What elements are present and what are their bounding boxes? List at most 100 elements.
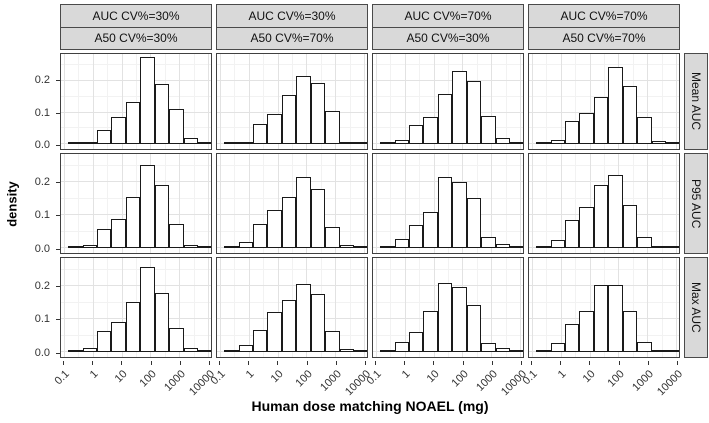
corner-spacer — [684, 4, 708, 50]
gridline-major-v — [121, 258, 123, 357]
histogram-panel — [372, 53, 524, 150]
histogram-bar — [82, 244, 98, 249]
histogram-bar — [409, 224, 424, 249]
gridline-minor-v — [193, 54, 195, 149]
histogram-bar — [267, 312, 282, 353]
gridline-minor-v — [349, 54, 351, 149]
gridline-minor-v — [349, 154, 351, 253]
gridline-major-h — [529, 79, 679, 81]
gridline-major-v — [63, 258, 65, 357]
histogram-bar — [97, 130, 112, 145]
histogram-bar — [423, 117, 438, 145]
strip-a50-cv: A50 CV%=70% — [528, 26, 680, 50]
y-tick-label: 0.1 — [34, 209, 50, 222]
gridline-major-h — [61, 285, 211, 287]
histogram-bar — [68, 350, 83, 353]
histogram-bar — [97, 228, 112, 249]
histogram-bar — [169, 328, 184, 353]
gridline-minor-v — [505, 154, 507, 253]
x-tick-label-text: 1000 — [630, 368, 657, 394]
x-tick-mark — [179, 361, 181, 365]
y-tick-label: 0.1 — [34, 313, 50, 326]
histogram-bar — [409, 331, 424, 353]
histogram-bar — [183, 348, 199, 353]
facet-column-header-2: AUC CV%=30% A50 CV%=70% — [216, 4, 368, 50]
gridline-minor-v — [661, 54, 663, 149]
histogram-bar — [510, 142, 523, 145]
x-tick-mark — [209, 361, 211, 365]
gridline-major-v — [179, 54, 181, 149]
histogram-bar — [608, 66, 623, 145]
histogram-bar — [125, 196, 141, 249]
gridline-minor-v — [546, 154, 548, 253]
gridline-minor-v — [575, 258, 577, 357]
gridline-major-v — [531, 258, 533, 357]
histogram-bar — [423, 311, 438, 353]
gridline-major-v — [647, 154, 649, 253]
gridline-major-v — [375, 154, 377, 253]
y-tick-mark — [56, 112, 60, 114]
x-tick-label-text: 1 — [243, 368, 257, 381]
histogram-bar — [238, 344, 254, 353]
histogram-bar — [437, 177, 453, 249]
histogram-bar — [281, 196, 297, 249]
x-tick-mark — [560, 361, 562, 365]
histogram-bar — [354, 142, 367, 145]
y-tick-mark — [56, 319, 60, 321]
strip-auc-cv: AUC CV%=30% — [60, 4, 212, 28]
histogram-bar — [510, 246, 523, 249]
histogram-bar — [354, 350, 367, 353]
gridline-major-v — [92, 154, 94, 253]
histogram-bar — [380, 350, 395, 353]
gridline-major-v — [364, 154, 366, 253]
histogram-bar — [536, 350, 551, 353]
facet-row-header-p95-auc: P95 AUC — [684, 153, 708, 254]
histogram-bar — [183, 244, 199, 249]
strip-a50-cv: A50 CV%=70% — [216, 26, 368, 50]
histogram-bar — [666, 350, 679, 353]
gridline-major-v — [560, 154, 562, 253]
x-tick-label-text: 1 — [555, 368, 569, 381]
gridline-major-v — [589, 258, 591, 357]
x-tick-label-text: 10 — [580, 368, 598, 386]
strip-auc-cv: AUC CV%=70% — [372, 4, 524, 28]
gridline-major-v — [248, 54, 250, 149]
gridline-major-v — [92, 258, 94, 357]
gridline-minor-v — [390, 258, 392, 357]
strip-a50-cv: A50 CV%=30% — [60, 26, 212, 50]
histogram-bar — [198, 246, 211, 249]
x-tick-mark — [365, 361, 367, 365]
histogram-panel — [60, 53, 212, 150]
histogram-bar — [593, 96, 609, 145]
x-tick-labels: 0.1 1 10 100 1000 10000 — [520, 361, 686, 398]
x-tick-mark — [62, 361, 64, 365]
histogram-bar — [140, 266, 155, 353]
histogram-bar — [140, 164, 155, 249]
gridline-major-v — [364, 258, 366, 357]
y-tick-label: 0.1 — [34, 106, 50, 119]
facet-row-header-mean-auc: Mean AUC — [684, 53, 708, 150]
histogram-panel — [372, 153, 524, 254]
x-tick-mark — [521, 361, 523, 365]
gridline-major-v — [491, 154, 493, 253]
x-tick-mark — [248, 361, 250, 365]
histogram-bar — [296, 76, 311, 145]
gridline-minor-v — [349, 258, 351, 357]
histogram-bar — [481, 115, 496, 145]
histogram-bar — [579, 206, 594, 249]
x-tick-label-text: 1 — [399, 368, 413, 381]
histogram-bar — [267, 114, 282, 145]
x-tick-mark — [677, 361, 679, 365]
gridline-major-v — [560, 258, 562, 357]
gridline-major-v — [179, 258, 181, 357]
x-tick-mark — [647, 361, 649, 365]
histogram-panel — [60, 153, 212, 254]
histogram-bar — [466, 80, 482, 145]
gridline-major-v — [208, 54, 210, 149]
gridline-minor-v — [107, 258, 109, 357]
histogram-bar — [380, 142, 395, 145]
x-tick-mark — [277, 361, 279, 365]
y-axis-title: density — [4, 181, 20, 227]
histogram-bar — [536, 142, 551, 145]
gridline-major-v — [121, 54, 123, 149]
